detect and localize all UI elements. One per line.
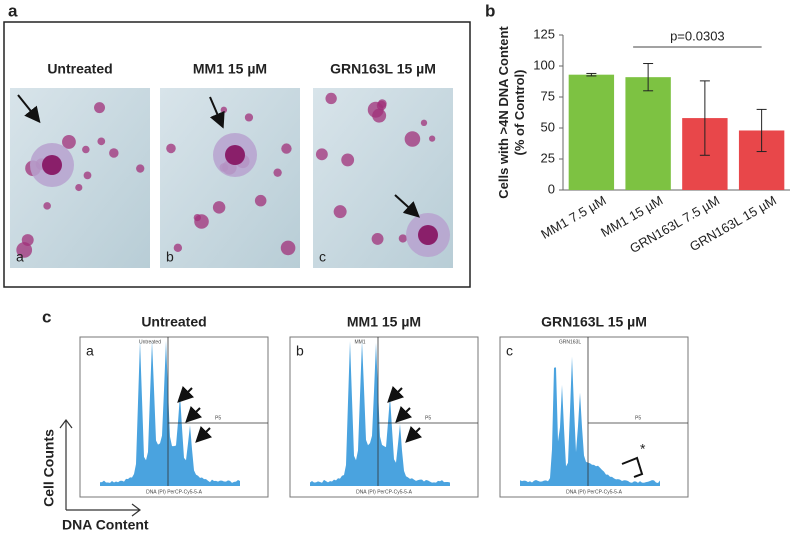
cell [333, 205, 347, 219]
y-tick-label: 125 [533, 26, 555, 41]
plot-title: MM1 15 µM [347, 314, 421, 330]
panel-label: a [8, 1, 18, 20]
cell [429, 135, 436, 142]
cell [94, 102, 106, 114]
cell [220, 106, 228, 114]
image-letter: c [319, 249, 326, 265]
y-label-line: (% of Control) [512, 70, 527, 156]
cell [173, 243, 183, 253]
cell [166, 143, 176, 154]
panel-a: Untreated a MM1 15 µM b GRN163L 15 µM c [10, 61, 453, 268]
cell [75, 183, 83, 192]
plot-title: Untreated [141, 314, 206, 330]
panel-c: Untreated Untreated a P5 DNA (PI) PerCP-Cy5-… [41, 314, 689, 533]
x-axis-label: DNA (PI) PerCP-Cy5-5-A [146, 489, 203, 495]
axis-arrow [59, 419, 141, 517]
y-axis-label: Cells with >4N DNA Content(% of Control) [496, 26, 527, 199]
plot-letter: c [506, 343, 513, 359]
error-bar [699, 80, 710, 156]
inner-title: GRN163L [559, 339, 581, 345]
y-tick-label: 25 [541, 150, 555, 165]
cell [83, 171, 92, 180]
image-title: Untreated [47, 61, 112, 77]
cell [254, 194, 267, 207]
plot-title: GRN163L 15 µM [541, 314, 647, 330]
cell [109, 148, 119, 158]
arrow [387, 385, 405, 403]
cell [244, 113, 254, 122]
image-title: GRN163L 15 µM [330, 61, 436, 77]
cell [372, 108, 387, 123]
plot-letter: b [296, 343, 304, 359]
cell [281, 143, 292, 154]
panel-frame [3, 21, 471, 288]
cell [280, 240, 296, 256]
arrow [17, 94, 41, 124]
nucleus [225, 145, 245, 165]
x-axis-label: DNA (PI) PerCP-Cy5-5-A [566, 489, 623, 495]
y-tick-label: 75 [541, 88, 555, 103]
cell [82, 145, 90, 154]
cell [325, 92, 337, 105]
cell [43, 202, 51, 210]
cell [16, 242, 33, 258]
cell [420, 119, 428, 127]
nucleus [42, 155, 62, 175]
error-bar [643, 63, 654, 92]
error-bar [756, 108, 767, 153]
cell [371, 232, 384, 245]
image-letter: a [16, 249, 24, 265]
y-tick-label: 50 [541, 119, 555, 134]
arrow [395, 405, 413, 423]
histogram [100, 341, 240, 486]
gate-label: P5 [425, 415, 431, 421]
bar [568, 74, 615, 190]
inner-title: Untreated [139, 339, 161, 345]
cell [212, 201, 226, 214]
histogram [520, 356, 660, 486]
arrow [394, 194, 420, 218]
cell [404, 131, 421, 147]
x-axis-label: DNA (PI) PerCP-Cy5-5-A [356, 489, 413, 495]
inner-title: MM1 [354, 339, 365, 345]
cell [273, 168, 282, 177]
x-tick-label: MM1 7.5 µM [538, 193, 608, 242]
bar [625, 77, 671, 190]
arrow [195, 425, 213, 443]
panel-label: c [42, 307, 51, 326]
x-caption: DNA Content [62, 517, 149, 533]
plot-letter: a [86, 343, 94, 359]
cell [97, 137, 106, 146]
cell [315, 148, 328, 161]
cell [194, 214, 209, 229]
cell [62, 135, 76, 149]
panel-b: 0 25 50 75 100 125 Cells with >4N DNA Content(… [496, 26, 790, 256]
y-caption: Cell Counts [41, 429, 57, 507]
micrograph [160, 88, 300, 268]
arrow [185, 405, 203, 423]
panel-label: b [485, 1, 495, 20]
histogram [310, 341, 450, 486]
bracket [621, 456, 644, 478]
gate-label: P5 [215, 415, 221, 421]
arrow [209, 96, 225, 129]
error-bar [586, 72, 597, 77]
cell [398, 234, 408, 243]
cell [376, 100, 387, 111]
arrow [177, 385, 195, 403]
image-letter: b [166, 249, 174, 265]
y-tick-label: 100 [533, 57, 555, 72]
nucleus [418, 225, 438, 245]
cell [136, 164, 145, 173]
asterisk: * [640, 441, 646, 457]
image-title: MM1 15 µM [193, 61, 267, 77]
y-label-line: Cells with >4N DNA Content [496, 26, 511, 199]
p-value: p=0.0303 [670, 28, 725, 43]
cell [341, 153, 355, 167]
gate-label: P5 [635, 415, 641, 421]
arrow [405, 425, 423, 443]
y-tick-label: 0 [548, 181, 555, 196]
